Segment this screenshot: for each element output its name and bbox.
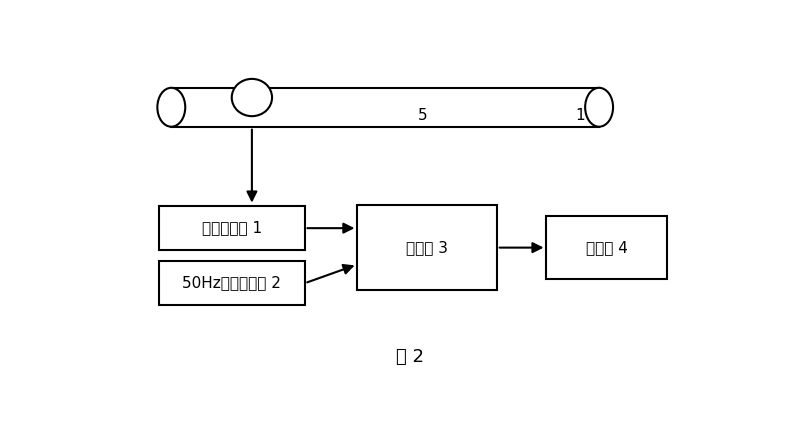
- Ellipse shape: [158, 88, 186, 127]
- Bar: [358, 205, 497, 290]
- Ellipse shape: [232, 79, 272, 116]
- Bar: [159, 206, 305, 250]
- Bar: [159, 261, 305, 305]
- Text: 5: 5: [418, 108, 427, 123]
- Text: 50Hz频率发生器 2: 50Hz频率发生器 2: [182, 276, 281, 290]
- Text: 比相器 3: 比相器 3: [406, 240, 448, 255]
- Text: 图 2: 图 2: [396, 348, 424, 366]
- Text: 1: 1: [576, 108, 586, 123]
- Text: 显示器 4: 显示器 4: [586, 240, 628, 255]
- Bar: [546, 216, 667, 279]
- Ellipse shape: [585, 88, 613, 127]
- Text: 高压取样器 1: 高压取样器 1: [202, 221, 262, 235]
